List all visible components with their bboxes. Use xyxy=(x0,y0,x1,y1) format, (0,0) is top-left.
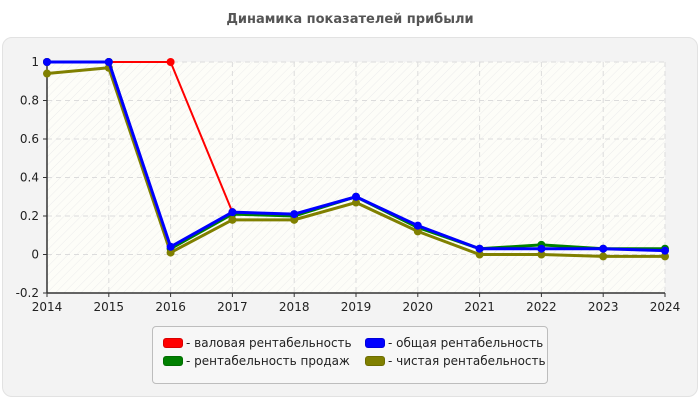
x-tick-label: 2022 xyxy=(526,300,557,314)
x-tick-label: 2024 xyxy=(650,300,681,314)
y-tick-label: 0 xyxy=(31,248,39,262)
y-tick-label: 0.6 xyxy=(20,132,39,146)
y-tick-label: 0.2 xyxy=(20,209,39,223)
data-point xyxy=(290,210,299,219)
y-tick-label: 1 xyxy=(31,55,39,69)
data-point xyxy=(43,69,51,78)
data-point xyxy=(475,250,484,259)
legend-swatch-red xyxy=(163,338,183,348)
data-point xyxy=(599,252,608,261)
x-tick-label: 2021 xyxy=(464,300,495,314)
y-tick-label: 0.8 xyxy=(20,94,39,108)
legend-swatch-green xyxy=(163,356,183,366)
y-tick-label: -0.2 xyxy=(16,286,39,300)
legend-item-sales: - рентабельность продаж xyxy=(163,354,350,368)
x-tick-label: 2018 xyxy=(279,300,310,314)
x-tick-label: 2020 xyxy=(403,300,434,314)
data-point xyxy=(537,250,546,259)
legend-label: - чистая рентабельность xyxy=(388,354,546,368)
x-tick-label: 2014 xyxy=(32,300,63,314)
legend-item-net: - чистая рентабельность xyxy=(365,354,546,368)
data-point xyxy=(475,244,484,253)
data-point xyxy=(104,58,113,66)
data-point xyxy=(413,221,422,230)
data-point xyxy=(43,58,51,66)
data-point xyxy=(661,252,669,261)
legend-item-general: - общая рентабельность xyxy=(365,336,543,350)
chart-title: Динамика показателей прибыли xyxy=(226,12,474,27)
data-point xyxy=(413,227,422,236)
legend-label: - общая рентабельность xyxy=(388,336,544,350)
x-tick-label: 2019 xyxy=(341,300,372,314)
data-point xyxy=(166,58,175,66)
data-point xyxy=(228,208,237,217)
legend-swatch-blue xyxy=(365,338,385,348)
legend-swatch-olive xyxy=(365,356,385,366)
legend: - валовая рентабельность - общая рентабе… xyxy=(152,326,548,384)
x-tick-label: 2015 xyxy=(94,300,125,314)
data-point xyxy=(537,244,546,253)
legend-label: - рентабельность продаж xyxy=(186,354,350,368)
data-point xyxy=(661,246,669,255)
x-tick-label: 2023 xyxy=(588,300,619,314)
data-point xyxy=(599,244,608,253)
data-point xyxy=(290,215,299,224)
data-point xyxy=(228,215,237,224)
legend-item-gross: - валовая рентабельность xyxy=(163,336,352,350)
data-point xyxy=(352,198,360,207)
data-point xyxy=(352,192,360,201)
x-tick-label: 2017 xyxy=(217,300,248,314)
y-tick-label: 0.4 xyxy=(20,171,39,185)
x-tick-label: 2016 xyxy=(155,300,186,314)
data-point xyxy=(166,248,175,257)
data-point xyxy=(166,242,175,251)
legend-label: - валовая рентабельность xyxy=(186,336,352,350)
